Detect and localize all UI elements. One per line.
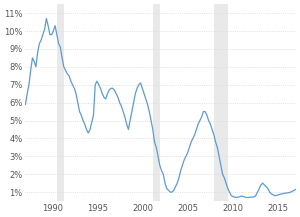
Bar	[214, 4, 228, 201]
Bar	[57, 4, 64, 201]
Bar	[153, 4, 160, 201]
